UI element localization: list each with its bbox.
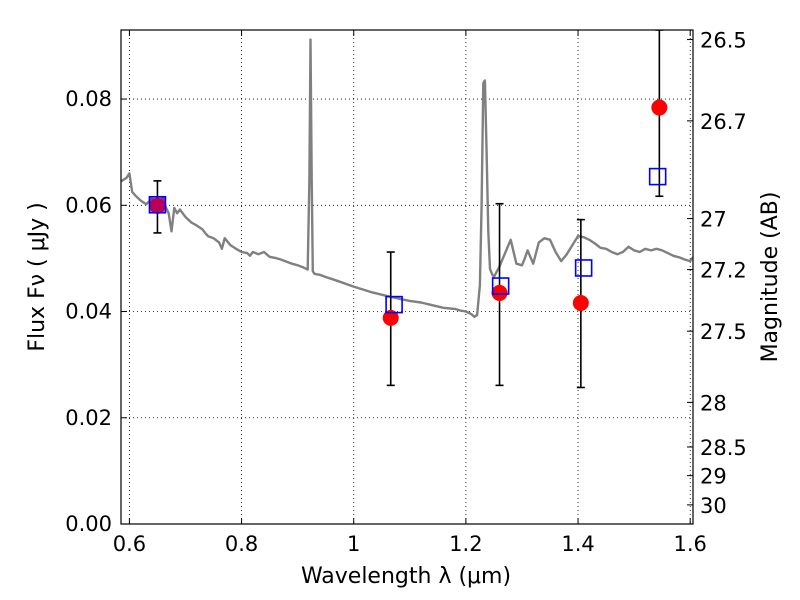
model-photometry-square [574,259,593,277]
y-axis-label: Flux Fν ( μJy ) [25,202,50,351]
x-tick-label: 1.2 [449,532,482,556]
model-photometry-square [385,295,403,314]
y2-tick-label: 26.5 [700,29,747,53]
y2-tick-label: 30 [700,494,727,518]
x-tick-label: 1 [347,532,360,556]
model-photometry-square [491,277,510,295]
y-tick-label: 0.00 [65,512,112,536]
y2-tick-label: 28 [700,391,727,415]
x-tick-labels: 0.6 0.8 1 1.2 1.4 1.6 [113,532,707,556]
x-tick-label: 0.8 [225,532,258,556]
grid-lines [121,30,693,525]
model-sed-line-group [121,38,693,318]
y2-tick-label: 29 [700,465,727,489]
observed-point [572,295,589,312]
observed-point [651,99,668,116]
model-photometry-group [148,167,667,314]
observed-point [491,284,508,301]
plot-frame [120,29,694,525]
y-tick-label: 0.08 [65,87,112,111]
y2-tick-label: 27.2 [700,259,747,283]
y2-tick-labels: 26.5 26.7 27 27.2 27.5 28 28.5 29 30 [700,29,747,518]
y-tick-label: 0.04 [65,300,112,324]
x-tick-label: 1.4 [561,532,594,556]
model-photometry-square [148,195,167,214]
y2-tick-label: 28.5 [700,436,747,460]
y-tick-label: 0.06 [65,193,112,217]
observed-points-group [149,99,668,326]
observed-point [382,309,399,326]
y2-tick-label: 26.7 [700,110,747,134]
y2-tick-label: 27 [700,208,727,232]
y-tick-label: 0.02 [65,406,112,430]
error-bars-group [153,30,664,389]
x-tick-label: 0.6 [113,532,146,556]
model-photometry-square [648,167,667,186]
x-axis-label: Wavelength λ (μm) [301,564,511,589]
y2-tick-label: 27.5 [700,320,747,344]
y-tick-labels: 0.00 0.02 0.04 0.06 0.08 [65,87,112,536]
axis-ticks [121,30,693,525]
x-tick-label: 1.6 [673,532,706,556]
y2-axis-label: Magnitude (AB) [758,192,783,363]
model-sed-line [121,38,693,318]
